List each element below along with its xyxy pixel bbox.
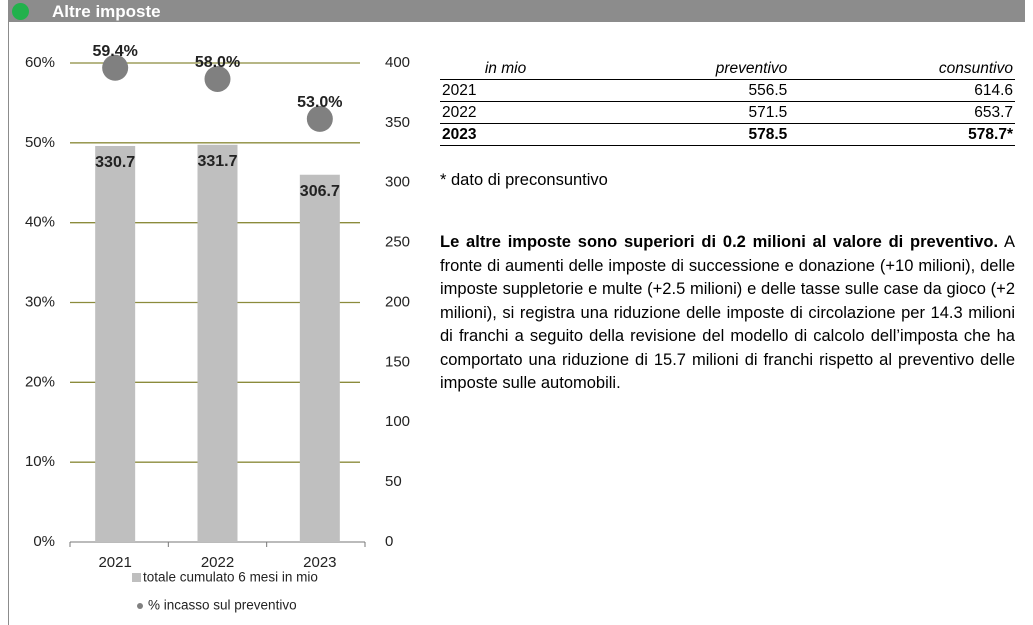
bar-value-label: 331.7 — [197, 153, 237, 170]
cell: 556.5 — [571, 79, 790, 102]
y2-tick-label: 400 — [385, 54, 410, 71]
y-tick-label: 20% — [25, 373, 55, 390]
x-tick-label: 2021 — [98, 554, 131, 571]
dot-value-label: 53.0% — [297, 94, 342, 111]
column-header: in mio — [440, 58, 572, 80]
cell: 578.7* — [789, 123, 1015, 146]
y-tick-label: 0% — [33, 533, 55, 550]
bar — [299, 174, 340, 542]
dot — [102, 54, 129, 81]
table-header: in mio preventivo consuntivo — [440, 58, 1015, 80]
table-row: 2023 578.5 578.7* — [440, 123, 1015, 146]
note: * dato di preconsuntivo — [440, 171, 608, 189]
cell: 578.5 — [571, 123, 790, 146]
y-tick-label: 40% — [25, 214, 55, 231]
legend-swatch — [132, 573, 141, 582]
legend-label: % incasso sul preventivo — [148, 598, 297, 613]
y-tick-label: 30% — [25, 293, 55, 310]
y2-tick-label: 0 — [385, 533, 393, 550]
y-tick-label: 50% — [25, 134, 55, 151]
header-bar — [8, 0, 1025, 22]
table-row: 2021 556.5 614.6 — [440, 79, 1015, 102]
paragraph: Le altre imposte sono superiori di 0.2 m… — [440, 231, 1015, 396]
paragraph-text: A fronte di aumenti delle imposte di suc… — [440, 233, 1015, 392]
legend-swatch — [137, 603, 143, 609]
table-row: 2022 571.5 653.7 — [440, 101, 1015, 124]
y2-tick-label: 250 — [385, 234, 410, 251]
dot-value-label: 58.0% — [195, 54, 240, 71]
y2-tick-label: 300 — [385, 174, 410, 191]
y2-tick-label: 100 — [385, 413, 410, 430]
bar — [95, 145, 136, 542]
header-icon — [12, 3, 29, 20]
cell: 2023 — [440, 123, 572, 146]
y2-tick-label: 50 — [385, 473, 402, 490]
legend-label: totale cumulato 6 mesi in mio — [143, 570, 318, 585]
y2-tick-label: 150 — [385, 353, 410, 370]
column-header: consuntivo — [789, 58, 1015, 80]
dot — [204, 65, 231, 92]
bar-value-label: 330.7 — [95, 154, 135, 171]
frame-line — [8, 22, 9, 625]
cell: 571.5 — [571, 101, 790, 124]
dot — [306, 105, 333, 132]
cell: 614.6 — [789, 79, 1015, 102]
x-tick-label: 2023 — [303, 554, 336, 571]
cell: 2021 — [440, 79, 572, 102]
column-header: preventivo — [571, 58, 790, 80]
y-tick-label: 10% — [25, 453, 55, 470]
chart: 0% 10% 20% 30% 40% 50% 60% 0 50 100 150 200 250 300 35… — [25, 43, 410, 613]
y-tick-label: 60% — [25, 54, 55, 71]
bar-value-label: 306.7 — [300, 183, 340, 200]
header-title: Altre imposte — [52, 2, 161, 21]
x-tick-label: 2022 — [201, 554, 234, 571]
cell: 653.7 — [789, 101, 1015, 124]
bar — [197, 144, 238, 542]
cell: 2022 — [440, 101, 572, 124]
dot-value-label: 59.4% — [92, 43, 137, 60]
paragraph-bold: Le altre imposte sono superiori di 0.2 m… — [440, 233, 999, 251]
table: in mio preventivo consuntivo 2021 556.5 614.… — [440, 58, 1015, 146]
y2-tick-label: 200 — [385, 293, 410, 310]
y2-tick-label: 350 — [385, 114, 410, 131]
